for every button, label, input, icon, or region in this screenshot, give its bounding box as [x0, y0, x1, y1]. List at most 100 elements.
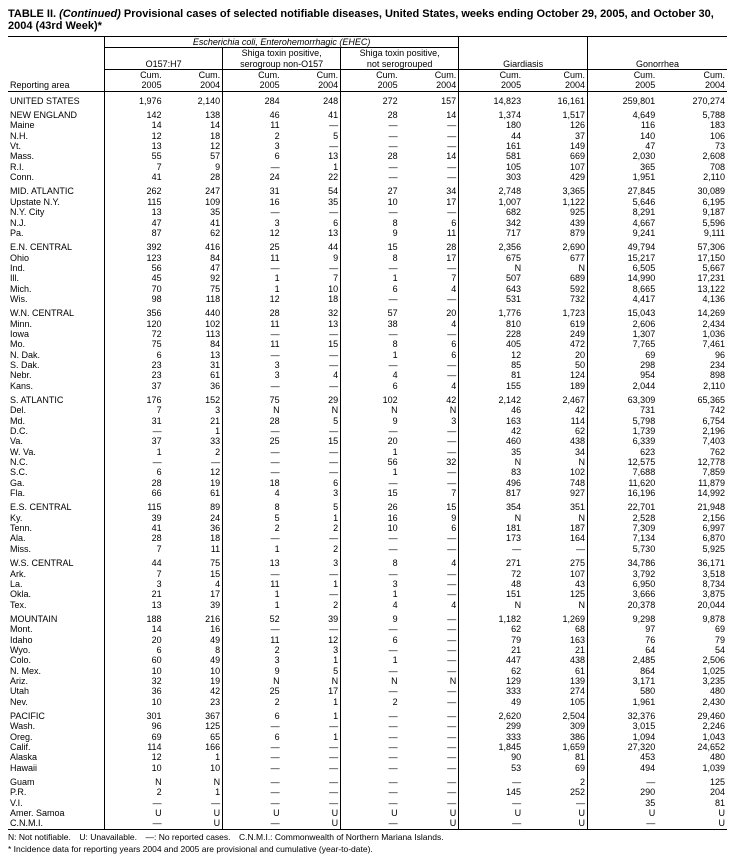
value-cell: 46	[223, 106, 282, 120]
value-cell: 81	[657, 798, 727, 808]
value-cell: 7	[105, 405, 164, 415]
table-row: Tenn.4136221061811877,3096,997	[8, 523, 727, 533]
value-cell: —	[282, 798, 341, 808]
area-cell: Ga.	[8, 478, 105, 488]
value-cell: 275	[523, 554, 587, 568]
value-cell: —	[400, 763, 459, 773]
value-cell: 49	[459, 697, 523, 707]
group-gonorrhea: Gonorrhea	[587, 37, 727, 70]
value-cell: 623	[587, 447, 657, 457]
value-cell: 140	[587, 131, 657, 141]
table-row: Vt.13123———1611494773	[8, 141, 727, 151]
value-cell: 10	[105, 697, 164, 707]
value-cell: 68	[523, 624, 587, 634]
table-row: E.S. CENTRAL1158985261535435122,70121,94…	[8, 498, 727, 512]
value-cell: 5	[282, 498, 341, 512]
value-cell: 4	[164, 579, 223, 589]
value-cell: 4	[341, 370, 400, 380]
value-cell: 14,992	[657, 488, 727, 498]
value-cell: 163	[459, 416, 523, 426]
value-cell: 1,025	[657, 666, 727, 676]
value-cell: —	[400, 655, 459, 665]
table-row: Ga.2819186——49674811,62011,879	[8, 478, 727, 488]
value-cell: —	[105, 818, 164, 829]
value-cell: 41	[105, 172, 164, 182]
value-cell: 531	[459, 294, 523, 304]
value-cell: 20	[523, 350, 587, 360]
value-cell: 6,195	[657, 197, 727, 207]
value-cell: 2	[223, 523, 282, 533]
value-cell: —	[341, 773, 400, 787]
value-cell: 7	[282, 273, 341, 283]
value-cell: 125	[657, 773, 727, 787]
value-cell: 1	[282, 655, 341, 665]
value-cell: 11	[223, 579, 282, 589]
value-cell: 18	[164, 131, 223, 141]
value-cell: 3,365	[523, 182, 587, 196]
value-cell: 61	[523, 666, 587, 676]
value-cell: 9	[341, 610, 400, 624]
value-cell: 817	[459, 488, 523, 498]
value-cell: N	[282, 676, 341, 686]
value-cell: 3,875	[657, 589, 727, 599]
value-cell: 18	[164, 533, 223, 543]
value-cell: 3,792	[587, 569, 657, 579]
value-cell: 8,665	[587, 284, 657, 294]
value-cell: 2	[223, 131, 282, 141]
value-cell: 106	[657, 131, 727, 141]
value-cell: —	[282, 589, 341, 599]
value-cell: 63,309	[587, 391, 657, 405]
table-row: Idaho204911126—791637679	[8, 635, 727, 645]
value-cell: U	[282, 818, 341, 829]
value-cell: 9	[341, 228, 400, 238]
table-row: Colo.6049311—4474382,4852,506	[8, 655, 727, 665]
area-cell: Pa.	[8, 228, 105, 238]
value-cell: 118	[164, 294, 223, 304]
value-cell: 21	[523, 645, 587, 655]
value-cell: 5,646	[587, 197, 657, 207]
value-cell: 1,659	[523, 742, 587, 752]
value-cell: —	[341, 533, 400, 543]
table-row: Maine141411———180126116183	[8, 120, 727, 130]
value-cell: —	[105, 426, 164, 436]
value-cell: 107	[523, 569, 587, 579]
value-cell: 2,608	[657, 151, 727, 161]
value-cell: 14,823	[459, 91, 523, 106]
value-cell: 20,378	[587, 600, 657, 610]
value-cell: 13	[282, 319, 341, 329]
value-cell: 619	[523, 319, 587, 329]
value-cell: 1,036	[657, 329, 727, 339]
value-cell: 48	[459, 579, 523, 589]
value-cell: 15	[282, 339, 341, 349]
area-cell: Okla.	[8, 589, 105, 599]
value-cell: 20	[400, 304, 459, 318]
value-cell: 25	[223, 238, 282, 252]
value-cell: 115	[105, 197, 164, 207]
value-cell: 69	[105, 732, 164, 742]
table-row: Ky.392451169NN2,5282,156	[8, 513, 727, 523]
value-cell: 17	[282, 686, 341, 696]
value-cell: 9,187	[657, 207, 727, 217]
value-cell: 262	[105, 182, 164, 196]
value-cell: 21	[459, 645, 523, 655]
table-row: Md.3121285931631145,7986,754	[8, 416, 727, 426]
value-cell: 115	[105, 498, 164, 512]
area-cell: La.	[8, 579, 105, 589]
value-cell: 57	[164, 151, 223, 161]
value-cell: U	[164, 818, 223, 829]
value-cell: 90	[459, 752, 523, 762]
value-cell: 81	[523, 752, 587, 762]
value-cell: 1	[282, 513, 341, 523]
value-cell: —	[223, 763, 282, 773]
value-cell: 105	[459, 162, 523, 172]
value-cell: 24,652	[657, 742, 727, 752]
value-cell: 416	[164, 238, 223, 252]
value-cell: U	[523, 818, 587, 829]
value-cell: 6,754	[657, 416, 727, 426]
value-cell: 38	[341, 319, 400, 329]
area-cell: C.N.M.I.	[8, 818, 105, 829]
value-cell: 7,134	[587, 533, 657, 543]
table-row: Mich.7075110646435928,66513,122	[8, 284, 727, 294]
value-cell: 6	[400, 218, 459, 228]
value-cell: 7,859	[657, 467, 727, 477]
